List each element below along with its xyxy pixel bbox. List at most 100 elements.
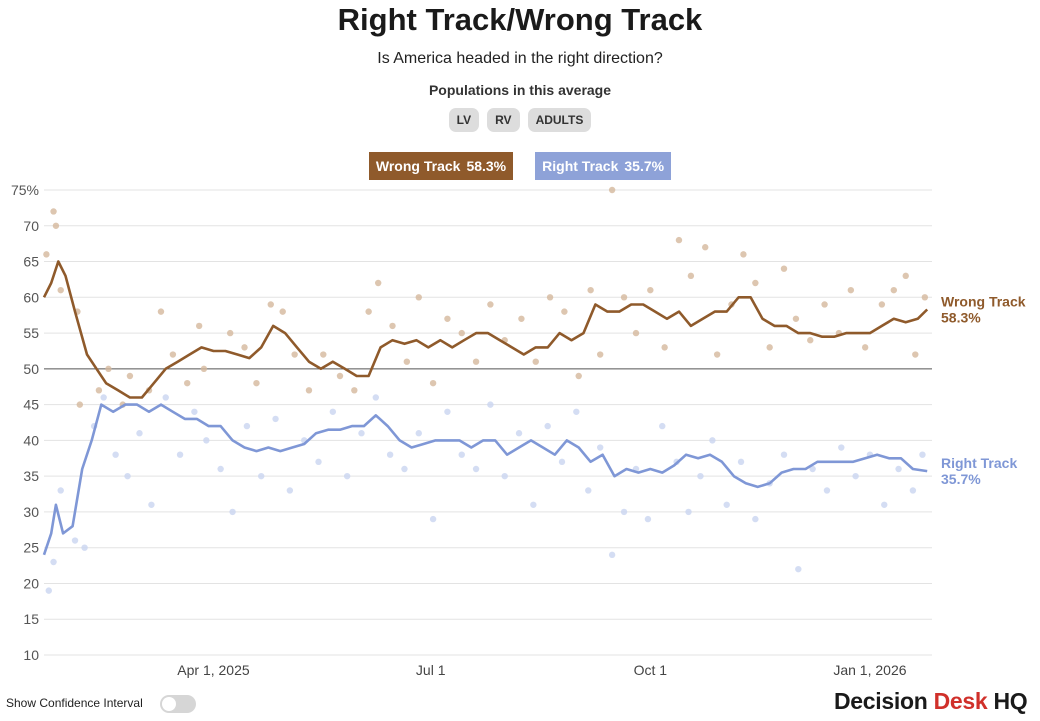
y-tick-label: 25 xyxy=(23,540,39,556)
poll-dot-wrong xyxy=(126,372,134,380)
poll-dot-wrong xyxy=(587,286,594,294)
poll-dot-wrong xyxy=(403,358,411,365)
y-tick-label: 20 xyxy=(23,575,39,591)
poll-dot-right xyxy=(709,437,716,444)
poll-dot-right xyxy=(217,465,224,473)
poll-dot-right xyxy=(386,451,394,458)
poll-dot-right xyxy=(472,465,480,473)
poll-dot-wrong xyxy=(157,308,165,315)
poll-dot-wrong xyxy=(792,315,800,322)
poll-dot-wrong xyxy=(687,272,695,280)
poll-dots xyxy=(43,186,929,594)
grid-lines xyxy=(44,189,932,656)
poll-dot-wrong xyxy=(752,279,759,287)
page-title: Right Track/Wrong Track xyxy=(337,2,703,37)
poll-dot-right xyxy=(558,458,566,466)
poll-dot-right xyxy=(191,408,198,415)
chart: 10 15 20 25 30 35 40 45 50 55 60 65 70 75% Apr 1, 202… xyxy=(11,182,1026,678)
y-tick-label: 40 xyxy=(23,432,39,448)
poll-dot-wrong xyxy=(921,294,929,301)
poll-dot-wrong xyxy=(472,358,480,365)
population-lv-button[interactable]: LV xyxy=(448,108,480,132)
poll-dot-wrong xyxy=(105,365,112,373)
y-tick-label: 60 xyxy=(23,289,39,305)
poll-dot-wrong xyxy=(647,286,654,294)
poll-dot-wrong xyxy=(374,279,382,287)
y-axis-ticks: 10 15 20 25 30 35 40 45 50 55 60 65 70 75% xyxy=(11,182,39,663)
poll-dot-wrong xyxy=(226,329,234,337)
confidence-interval-toggle[interactable] xyxy=(160,695,196,713)
poll-dot-wrong xyxy=(575,372,582,380)
population-filters: LV RV ADULTS xyxy=(0,108,1040,132)
poll-dot-right xyxy=(608,551,616,559)
poll-dot-wrong xyxy=(620,294,628,301)
x-tick-label: Jan 1, 2026 xyxy=(833,662,906,678)
poll-dot-right xyxy=(358,430,365,437)
y-tick-label: 35 xyxy=(23,468,39,484)
y-tick-label: 55 xyxy=(23,325,39,341)
poll-dot-wrong xyxy=(57,286,64,294)
poll-dot-right xyxy=(895,465,902,473)
poll-dot-wrong xyxy=(365,308,372,315)
poll-dot-wrong xyxy=(241,344,248,351)
poll-dot-right xyxy=(823,487,831,494)
poll-dot-wrong xyxy=(50,208,57,215)
population-adults-button[interactable]: ADULTS xyxy=(527,108,592,132)
poll-dot-wrong xyxy=(336,372,344,380)
x-tick-label: Apr 1, 2025 xyxy=(177,662,250,678)
poll-dot-wrong xyxy=(902,272,909,280)
population-rv-button[interactable]: RV xyxy=(487,108,520,132)
y-tick-label: 10 xyxy=(23,647,39,663)
right-track-line xyxy=(42,403,928,556)
poll-dot-right xyxy=(372,394,380,401)
poll-dot-wrong xyxy=(95,387,103,394)
poll-dot-right xyxy=(780,451,788,458)
poll-dot-wrong xyxy=(912,351,919,358)
wrong-track-end-name: Wrong Track xyxy=(941,293,1026,309)
y-tick-label: 65 xyxy=(23,254,39,270)
y-tick-label: 15 xyxy=(23,611,39,627)
poll-dot-wrong xyxy=(291,351,298,358)
poll-dot-right xyxy=(795,565,802,573)
right-track-end-name: Right Track xyxy=(941,455,1017,471)
y-tick-label: 75% xyxy=(11,182,39,198)
poll-dot-wrong xyxy=(351,387,358,394)
poll-dot-wrong xyxy=(169,351,177,358)
poll-dot-right xyxy=(148,501,155,508)
poll-dot-right xyxy=(596,444,604,451)
poll-dot-right xyxy=(100,394,107,401)
page-subtitle: Is America headed in the right direction… xyxy=(377,50,663,67)
logo-text-desk: Desk xyxy=(933,688,988,714)
poll-dot-wrong xyxy=(415,294,422,301)
poll-dot-wrong xyxy=(389,322,396,330)
poll-dot-right xyxy=(487,401,494,408)
poll-dot-wrong xyxy=(821,301,828,308)
poll-dot-right xyxy=(203,437,210,444)
populations-label: Populations in this average xyxy=(428,82,612,98)
poll-dot-wrong xyxy=(184,379,191,387)
poll-dot-wrong xyxy=(429,379,437,387)
poll-dot-wrong xyxy=(279,308,286,315)
x-axis-ticks: Apr 1, 2025 Jul 1 Oct 1 Jan 1, 2026 xyxy=(177,662,906,678)
poll-dot-right xyxy=(243,422,251,430)
logo-text-decision: Decision xyxy=(834,688,934,714)
legend-right-track[interactable]: Right Track 35.7% xyxy=(535,152,672,180)
poll-dot-right xyxy=(659,422,666,430)
poll-dot-right xyxy=(50,558,57,566)
poll-dot-wrong xyxy=(675,236,683,244)
poll-dot-wrong xyxy=(561,308,568,315)
poll-dot-right xyxy=(515,430,523,437)
legend-wrong-track[interactable]: Wrong Track 58.3% xyxy=(368,152,514,180)
poll-dot-right xyxy=(176,451,184,458)
poll-dot-wrong xyxy=(807,337,814,344)
poll-dot-right xyxy=(286,487,294,494)
x-tick-label: Oct 1 xyxy=(634,662,668,678)
poll-dot-wrong xyxy=(740,251,747,258)
poll-dot-right xyxy=(723,501,730,508)
poll-dot-wrong xyxy=(546,294,554,301)
poll-dot-wrong xyxy=(861,344,869,351)
poll-dot-right xyxy=(809,465,816,473)
poll-dot-right xyxy=(685,508,692,516)
poll-dot-wrong xyxy=(780,265,788,272)
